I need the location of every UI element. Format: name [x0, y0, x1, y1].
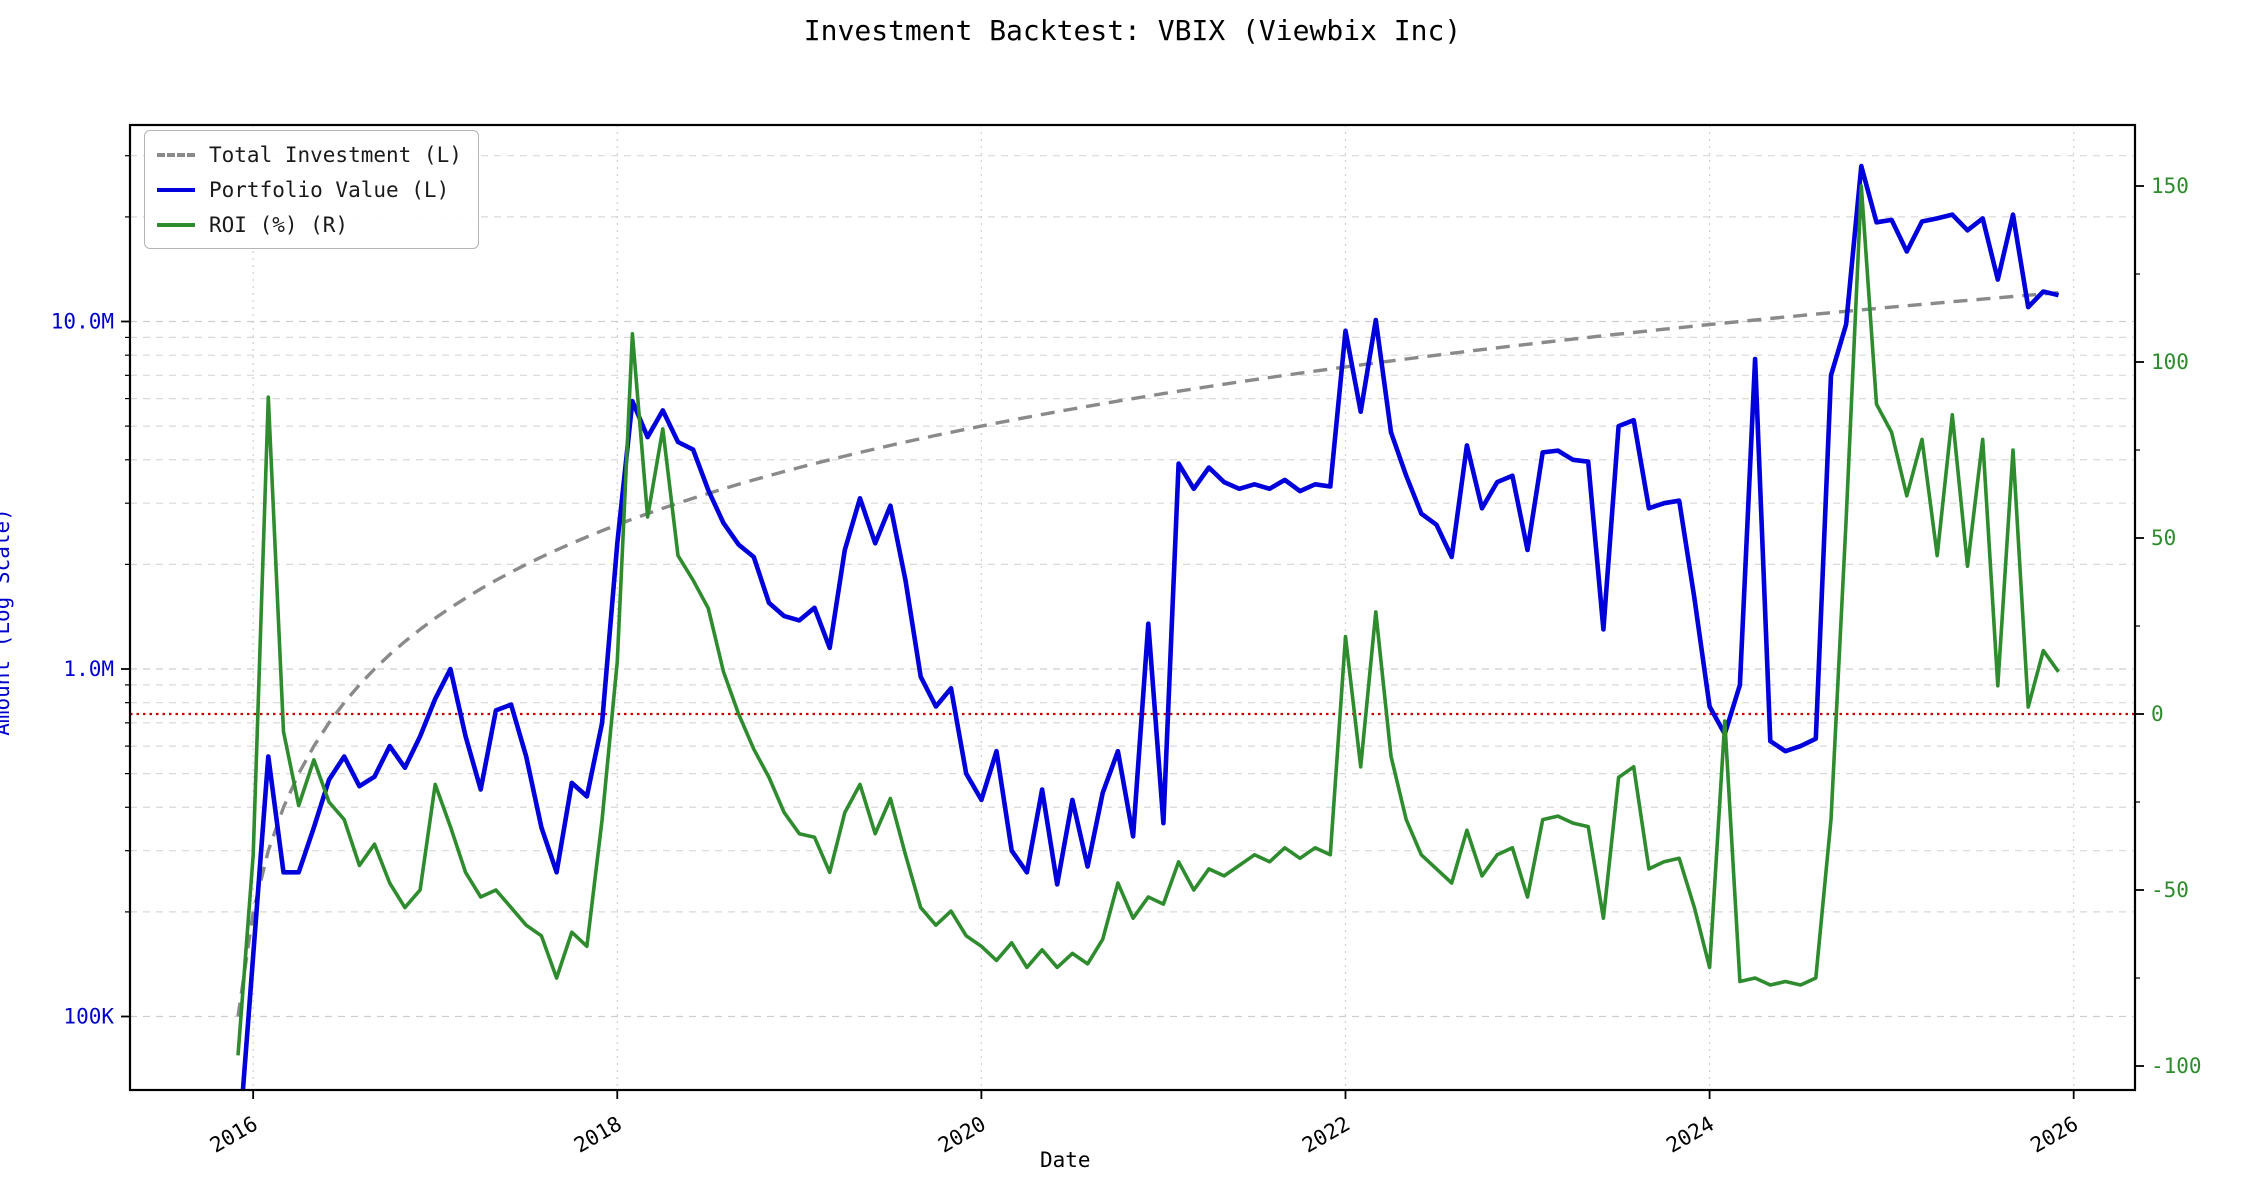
svg-text:2026: 2026: [2026, 1112, 2082, 1158]
series-layer: [236, 163, 2060, 1090]
legend-item-label: Total Investment (L): [209, 142, 462, 167]
svg-text:50: 50: [2151, 526, 2176, 550]
x-axis-label: Date: [1040, 1148, 1091, 1172]
portfolio-value-line: [240, 163, 2060, 1090]
left-axis-label: Amount (Log Scale): [0, 508, 14, 736]
solid-line-swatch-icon: [157, 222, 195, 227]
svg-text:0: 0: [2151, 702, 2164, 726]
solid-line-swatch-icon: [157, 187, 195, 192]
svg-text:2018: 2018: [570, 1112, 626, 1158]
svg-text:-50: -50: [2151, 878, 2189, 902]
chart-title: Investment Backtest: VBIX (Viewbix Inc): [803, 14, 1462, 47]
legend-item-total-investment: Total Investment (L): [157, 139, 462, 170]
grid-layer: [130, 125, 2135, 1090]
legend-item-roi: ROI (%) (R): [157, 209, 462, 240]
svg-text:2022: 2022: [1298, 1112, 1354, 1158]
legend: Total Investment (L) Portfolio Value (L)…: [144, 130, 479, 249]
svg-text:100: 100: [2151, 350, 2189, 374]
ticks-layer: 100K 1.0M 10.0M -100 -50 0 50 100 150 2016 2018 202…: [51, 155, 2202, 1158]
svg-text:2024: 2024: [1662, 1112, 1718, 1158]
dashed-line-swatch-icon: [157, 152, 195, 157]
plot-border: [128, 123, 2137, 1092]
svg-text:2020: 2020: [934, 1112, 990, 1158]
svg-text:100K: 100K: [63, 1005, 114, 1029]
total-investment-line: [236, 291, 2059, 1017]
svg-text:2016: 2016: [206, 1112, 262, 1158]
roi-line: [236, 184, 2060, 1056]
svg-text:-100: -100: [2151, 1054, 2202, 1078]
legend-item-label: Portfolio Value (L): [209, 177, 450, 202]
legend-item-portfolio-value: Portfolio Value (L): [157, 174, 462, 205]
svg-text:10.0M: 10.0M: [51, 310, 114, 334]
svg-text:150: 150: [2151, 174, 2189, 198]
legend-item-label: ROI (%) (R): [209, 212, 349, 237]
svg-text:1.0M: 1.0M: [63, 657, 114, 681]
